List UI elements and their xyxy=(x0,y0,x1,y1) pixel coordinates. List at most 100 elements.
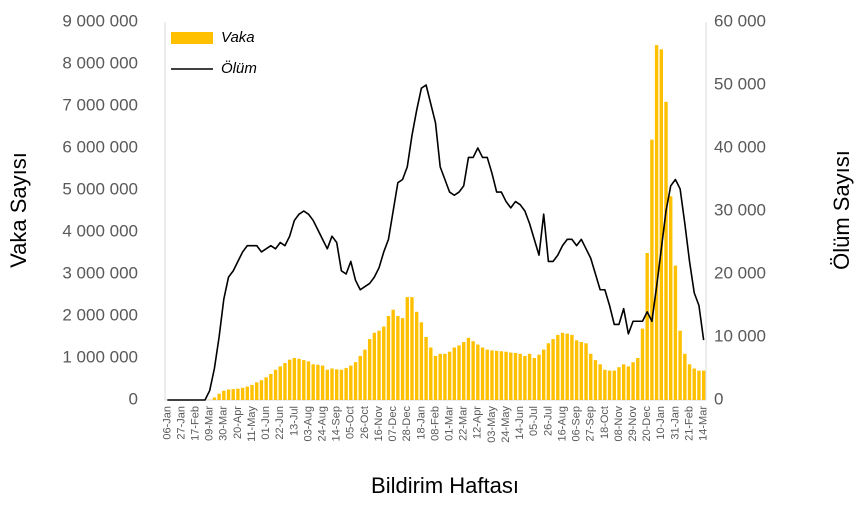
x-tick-label: 26-Oct xyxy=(359,406,371,439)
bar xyxy=(518,353,522,400)
y-tick-label: 2 000 000 xyxy=(62,305,138,324)
bar xyxy=(226,389,231,400)
bar xyxy=(410,297,414,400)
y-tick-label: 9 000 000 xyxy=(62,11,138,30)
bar xyxy=(236,388,240,400)
bar xyxy=(631,362,635,400)
bar xyxy=(217,393,221,400)
x-tick-label: 22-Jun xyxy=(274,406,286,440)
bar xyxy=(687,364,692,400)
bar xyxy=(551,339,555,400)
x-tick-label: 24-Aug xyxy=(317,406,329,441)
bar xyxy=(546,343,551,400)
bar xyxy=(457,345,461,400)
bar xyxy=(523,355,527,400)
bar xyxy=(358,355,362,400)
bar xyxy=(433,355,438,400)
x-tick-label: 21-Feb xyxy=(683,406,695,441)
bar xyxy=(673,265,678,400)
bar xyxy=(462,342,466,400)
y2-axis-title: Ölüm Sayısı xyxy=(829,150,854,270)
x-axis-title: Bildirim Haftası xyxy=(371,473,519,498)
bar xyxy=(574,340,579,400)
bar xyxy=(659,49,664,401)
bar xyxy=(509,352,513,400)
y2-tick-label: 60 000 xyxy=(714,11,766,30)
x-tick-label: 26-Jul xyxy=(542,406,554,436)
x-tick-label: 27-Sep xyxy=(585,406,597,441)
x-tick-label: 27-Jan xyxy=(175,406,187,440)
x-tick-label: 05-Oct xyxy=(345,406,357,439)
x-tick-label: 13-Jul xyxy=(288,406,300,436)
bar xyxy=(471,341,475,400)
bar xyxy=(692,368,696,400)
bar xyxy=(476,344,480,400)
bar xyxy=(480,347,485,400)
y-axis-title: Vaka Sayısı xyxy=(6,152,31,268)
bar xyxy=(447,351,452,400)
bar xyxy=(240,387,245,400)
x-tick-label: 24-May xyxy=(500,406,512,443)
bar xyxy=(532,358,536,400)
bar xyxy=(391,309,395,400)
x-tick-label: 10-Jan xyxy=(655,406,667,440)
bar xyxy=(372,332,377,400)
bar xyxy=(645,253,649,400)
bar xyxy=(494,350,499,400)
bar xyxy=(414,311,419,400)
bar xyxy=(297,358,301,400)
bar xyxy=(222,390,226,400)
bar xyxy=(287,359,292,400)
x-tick-label: 08-Nov xyxy=(613,406,625,442)
bar xyxy=(306,361,311,400)
bar xyxy=(664,101,668,401)
x-tick-label: 18-Jan xyxy=(415,406,427,440)
bar xyxy=(683,353,687,400)
bar xyxy=(396,316,400,400)
bar xyxy=(466,337,471,400)
bar xyxy=(556,334,560,400)
bar xyxy=(273,369,278,400)
x-tick-label: 05-Jul xyxy=(528,406,540,436)
x-tick-label: 08-Feb xyxy=(429,406,441,441)
bar xyxy=(302,360,306,400)
bar xyxy=(636,358,640,400)
x-tick-label: 18-Oct xyxy=(599,406,611,439)
bar xyxy=(598,364,602,400)
x-tick-label: 01-Jun xyxy=(260,406,272,440)
bar xyxy=(429,347,433,400)
bar xyxy=(527,353,532,400)
bar xyxy=(311,364,315,400)
bar xyxy=(617,367,621,400)
bar xyxy=(292,358,297,400)
bar xyxy=(678,330,682,400)
bar xyxy=(701,370,706,400)
y2-tick-label: 10 000 xyxy=(714,326,766,345)
bar xyxy=(537,354,541,400)
x-tick-label: 14-Sep xyxy=(331,406,343,441)
bar xyxy=(335,369,339,400)
bar xyxy=(250,384,254,400)
y2-tick-label: 0 xyxy=(714,389,723,408)
x-tick-label: 14-Jun xyxy=(514,406,526,440)
bar xyxy=(283,363,287,400)
bar xyxy=(443,353,447,400)
bar xyxy=(612,370,616,400)
bar xyxy=(330,368,334,400)
bar xyxy=(367,339,372,400)
x-tick-label: 03-Aug xyxy=(302,406,314,441)
bar xyxy=(339,369,344,400)
x-tick-label: 22-Mar xyxy=(458,406,470,441)
y-tick-label: 0 xyxy=(129,389,138,408)
bar xyxy=(485,349,489,400)
legend-label: Ölüm xyxy=(221,59,257,77)
x-tick-label: 31-Jan xyxy=(669,406,681,440)
y2-tick-label: 20 000 xyxy=(714,263,766,282)
x-tick-label: 06-Sep xyxy=(571,406,583,441)
x-tick-label: 12-Apr xyxy=(472,406,484,439)
x-tick-label: 17-Feb xyxy=(189,406,201,441)
x-tick-label: 29-Nov xyxy=(627,406,639,442)
x-tick-label: 16-Aug xyxy=(556,406,568,441)
bar xyxy=(565,333,569,400)
